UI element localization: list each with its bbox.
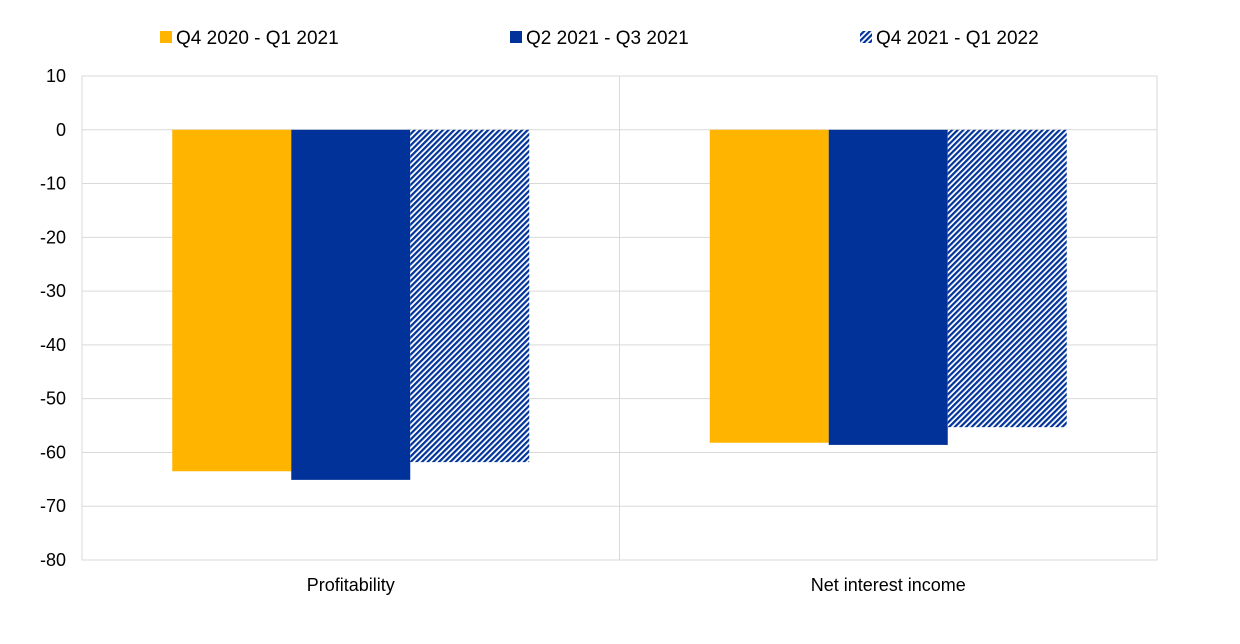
y-tick-label: -70 (40, 496, 66, 516)
y-tick-label: -20 (40, 227, 66, 247)
legend-label: Q4 2020 - Q1 2021 (176, 28, 339, 49)
bar (709, 129, 829, 443)
bar (410, 129, 530, 463)
y-axis: 10 0 -10 -20 -30 -40 -50 -60 -70 -80 (40, 66, 66, 570)
legend-swatch (160, 31, 172, 43)
legend-item: Q4 2020 - Q1 2021 (160, 28, 339, 49)
legend-item: Q4 2021 - Q1 2022 (860, 28, 1039, 49)
legend-item: Q2 2021 - Q3 2021 (510, 28, 689, 49)
legend-label: Q4 2021 - Q1 2022 (876, 28, 1039, 49)
y-tick-label: -40 (40, 335, 66, 355)
bar (947, 129, 1067, 428)
bar (172, 129, 292, 472)
y-tick-label: -80 (40, 550, 66, 570)
legend-swatch (860, 31, 872, 43)
x-axis: Profitability Net interest income (307, 575, 966, 595)
y-tick-label: -60 (40, 442, 66, 462)
bar (291, 129, 411, 480)
legend: Q4 2020 - Q1 2021 Q2 2021 - Q3 2021 Q4 202… (160, 28, 1039, 49)
bar (828, 129, 948, 445)
legend-label: Q2 2021 - Q3 2021 (526, 28, 689, 49)
y-tick-label: 10 (46, 66, 66, 86)
y-tick-label: -30 (40, 281, 66, 301)
x-category-label: Profitability (307, 575, 395, 595)
x-category-label: Net interest income (811, 575, 966, 595)
bars (172, 129, 1067, 480)
y-tick-label: -50 (40, 389, 66, 409)
y-tick-label: 0 (56, 120, 66, 140)
legend-swatch (510, 31, 522, 43)
y-tick-label: -10 (40, 174, 66, 194)
